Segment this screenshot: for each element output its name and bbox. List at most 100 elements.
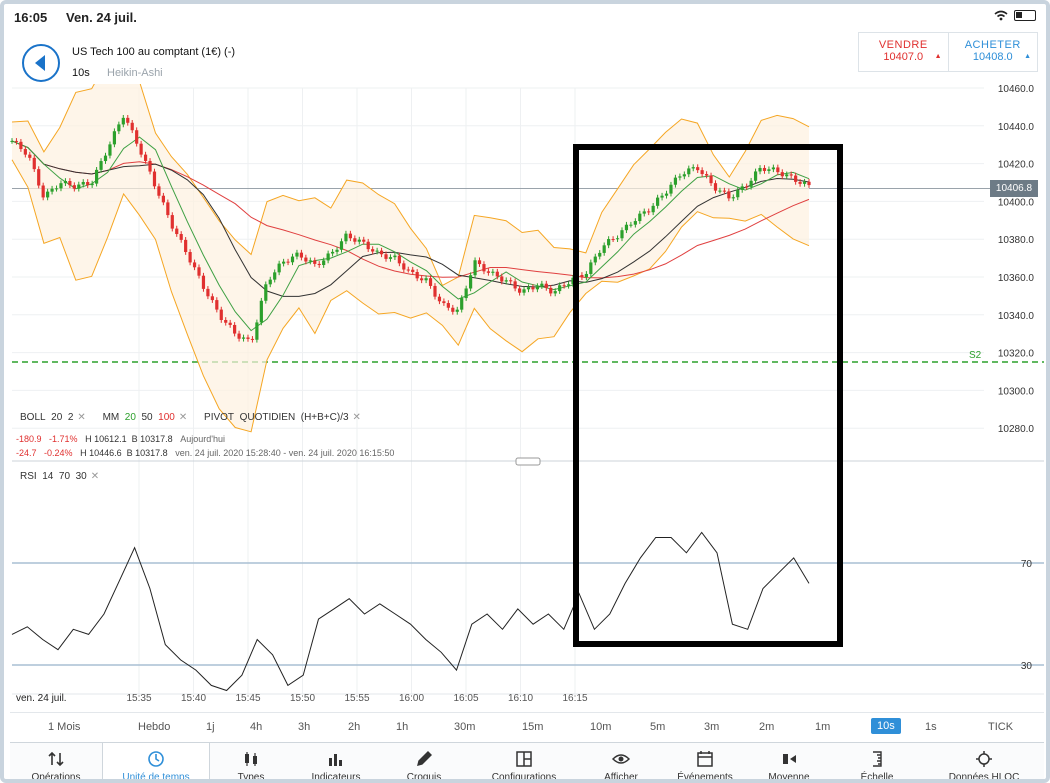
mm-period-1: 20 xyxy=(124,412,136,423)
tab-label: Données HLOC xyxy=(948,772,1020,783)
candle xyxy=(607,239,611,246)
candle xyxy=(664,193,669,196)
candle xyxy=(344,233,348,242)
tab-opérations[interactable]: Opérations xyxy=(10,743,102,779)
sell-button[interactable]: VENDRE 10407.0 ▲ xyxy=(859,33,948,71)
candle xyxy=(215,300,219,310)
boll-legend[interactable]: BOLL 20 2 xyxy=(20,412,73,423)
tab-échelle[interactable]: Échelle xyxy=(830,743,924,779)
tab-événements[interactable]: Événements xyxy=(662,743,748,779)
candle xyxy=(126,117,130,123)
candle xyxy=(241,337,246,339)
s2-label: S2 xyxy=(969,350,982,361)
close-icon[interactable]: ✕ xyxy=(90,471,100,482)
timeframe-option[interactable]: 1m xyxy=(815,721,831,733)
candle xyxy=(517,288,522,293)
battery-icon xyxy=(1014,10,1036,21)
candle xyxy=(451,307,455,312)
bars-icon xyxy=(329,754,342,766)
timeframe-option[interactable]: 3m xyxy=(704,721,720,733)
candle xyxy=(722,190,727,192)
candle xyxy=(678,176,682,178)
tab-indicateurs[interactable]: Indicateurs xyxy=(292,743,380,779)
change-value: -24.7 xyxy=(16,448,37,458)
mm-period-2: 50 xyxy=(141,412,153,423)
mm-legend[interactable]: MM 20 50 100 xyxy=(103,412,175,423)
timeframe-option[interactable]: TICK xyxy=(988,721,1014,733)
timeframe-option[interactable]: 1s xyxy=(925,721,937,733)
candle xyxy=(704,174,709,176)
price-axis-label: 10400.0 xyxy=(998,197,1035,208)
timeframe-option[interactable]: 3h xyxy=(298,721,311,733)
candle xyxy=(682,174,686,177)
indicator-legend-row: BOLL 20 2 ✕ MM 20 50 100 ✕ PIVOT QUOTIDIEN… xyxy=(20,412,375,423)
candle xyxy=(526,287,531,290)
time-axis-label: 15:35 xyxy=(126,693,151,704)
candle xyxy=(317,263,321,266)
candle xyxy=(304,257,308,262)
price-axis-label: 10360.0 xyxy=(998,273,1035,284)
candle xyxy=(593,256,597,263)
rsi-legend[interactable]: RSI 14 70 30 ✕ xyxy=(20,471,113,482)
timeframe-option[interactable]: 4h xyxy=(250,721,263,733)
bollinger-band-fill xyxy=(12,84,809,432)
up-arrow-icon: ▲ xyxy=(934,53,942,60)
timeframe-option[interactable]: 2h xyxy=(348,721,361,733)
candle xyxy=(112,131,117,145)
tab-configurations[interactable]: Configurations xyxy=(468,743,580,779)
rsi-upper: 70 xyxy=(58,471,71,482)
candle xyxy=(433,285,437,297)
buy-button[interactable]: ACHETER 10408.0 ▲ xyxy=(947,33,1038,71)
candle xyxy=(696,167,700,171)
timeframe-option[interactable]: 5m xyxy=(650,721,666,733)
price-axis-label: 10280.0 xyxy=(998,424,1035,435)
close-icon[interactable]: ✕ xyxy=(178,412,188,423)
candle xyxy=(558,285,562,292)
instrument-name[interactable]: US Tech 100 au comptant (1€) (-) xyxy=(72,46,236,58)
candle xyxy=(776,167,780,173)
tab-moyenne[interactable]: Moyenne xyxy=(748,743,830,779)
candle xyxy=(259,300,263,323)
ma20-line xyxy=(11,136,810,332)
tab-types[interactable]: Types xyxy=(210,743,292,779)
stats-row-1: -180.9 -1.71% H 10612.1 B 10317.8 Aujour… xyxy=(16,434,225,444)
candle xyxy=(86,182,90,186)
candle xyxy=(250,338,255,340)
timeframe-option[interactable]: 10s xyxy=(871,718,901,734)
candle xyxy=(785,174,789,177)
panel-resize-handle[interactable] xyxy=(515,457,541,466)
timeframe-option[interactable]: 15m xyxy=(522,721,544,733)
candle xyxy=(736,189,740,198)
timeframe-option[interactable]: 2m xyxy=(759,721,775,733)
timeframe-option[interactable]: 30m xyxy=(454,721,476,733)
tab-croquis[interactable]: Croquis xyxy=(380,743,468,779)
candle xyxy=(771,167,775,170)
price-chart[interactable]: 10460.0 10440.0 10420.0 10400.0 10380.0 10360… xyxy=(10,84,1044,712)
candle xyxy=(633,221,637,225)
timeframe-option[interactable]: Hebdo xyxy=(138,721,171,733)
back-button[interactable] xyxy=(22,44,60,82)
candle xyxy=(371,249,375,252)
timeframe-option[interactable]: 10m xyxy=(590,721,612,733)
tab-afficher[interactable]: Afficher xyxy=(580,743,662,779)
pivot-legend[interactable]: PIVOT QUOTIDIEN (H+B+C)/3 xyxy=(204,412,349,423)
ma100-line xyxy=(11,140,810,279)
candle xyxy=(299,252,304,258)
candle xyxy=(99,161,103,170)
candle xyxy=(802,181,807,184)
candle xyxy=(184,239,188,253)
tab-données-hloc[interactable]: Données HLOC xyxy=(924,743,1044,783)
close-icon[interactable]: ✕ xyxy=(352,412,361,423)
rsi-period: 14 xyxy=(42,471,54,482)
pencil-icon xyxy=(417,751,432,766)
tab-unité-de-temps[interactable]: Unité de temps xyxy=(102,743,210,779)
timeframe-option[interactable]: 1j xyxy=(206,721,215,733)
candle xyxy=(691,167,695,169)
candle xyxy=(589,262,593,274)
timeframe-option[interactable]: 1h xyxy=(396,721,409,733)
candle xyxy=(415,271,419,279)
close-icon[interactable]: ✕ xyxy=(77,412,86,423)
drawn-rectangle[interactable] xyxy=(573,144,843,647)
candle xyxy=(500,276,504,282)
timeframe-option[interactable]: 1 Mois xyxy=(48,721,81,733)
